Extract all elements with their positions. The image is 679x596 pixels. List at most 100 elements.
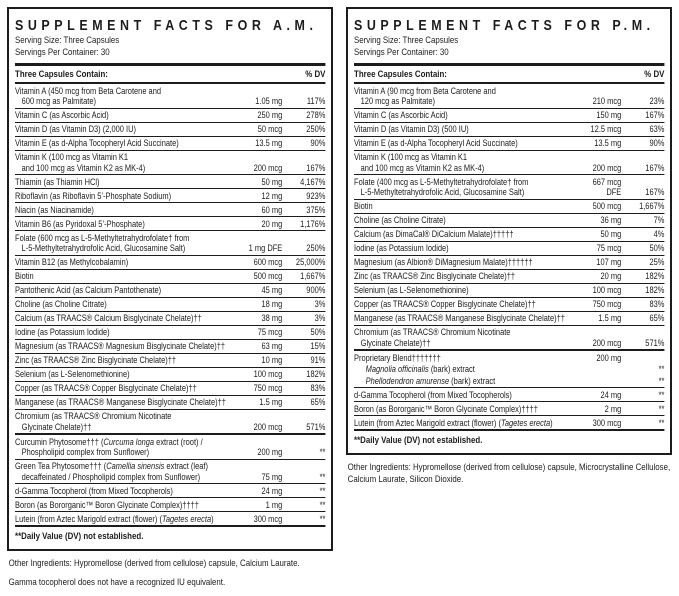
table-row: Boron (as Bororganic™ Boron Glycinate Co… (15, 497, 326, 511)
ingredient-amount: 12.5 mcg (590, 124, 622, 134)
ingredient-name: Pantothenic Acid (as Calcium Pantothenat… (15, 285, 162, 295)
ingredient-amount: 13.5 mg (255, 138, 283, 148)
ingredient-dv: 923% (306, 190, 326, 201)
ingredient-dv: 571% (306, 421, 326, 432)
ingredient-amount: 200 mg (596, 352, 622, 363)
ingredient-name: Boron (as Bororganic™ Boron Glycinate Co… (354, 403, 538, 414)
table-row: Vitamin K (100 mcg as Vitamin K1 and 100 … (354, 149, 665, 175)
table-row: Calcium (as DimaCal® DiCalcium Malate)††… (354, 226, 665, 241)
ingredient-dv: 167% (645, 187, 665, 197)
ingredient-dv: 63% (649, 124, 665, 134)
ingredient-dv: ** (319, 485, 326, 496)
ingredient-amount: 10 mg (261, 355, 283, 365)
ingredient-amount: 1 mg (265, 499, 283, 510)
ingredient-amount: 750 mcg (592, 299, 622, 309)
table-row: Magnolia officinalis (bark) extract ** (354, 364, 665, 376)
ingredient-dv: 1,667% (300, 271, 326, 281)
ingredient-dv: 4% (653, 229, 665, 239)
ingredient-amount: 63 mg (261, 341, 283, 351)
table-row: Vitamin B12 (as Methylcobalamin) 600 mcg 2… (15, 254, 326, 269)
ingredient-dv: ** (319, 471, 326, 482)
ingredient-name: Chromium (as TRAACS® Chromium Nicotinate… (354, 327, 511, 348)
ingredient-name: Manganese (as TRAACS® Manganese Bisglyci… (15, 397, 226, 407)
table-row: Curcumin Phytosome††† (Curcuma longa ext… (15, 433, 326, 459)
ingredient-amount: 750 mcg (253, 383, 283, 393)
ingredient-amount: 100 mcg (253, 369, 283, 379)
ingredient-name: Vitamin E (as d-Alpha Tocopheryl Acid Su… (15, 138, 179, 148)
ingredient-dv: 571% (645, 337, 665, 348)
ingredient-dv: 65% (310, 397, 326, 407)
ingredient-amount: 200 mcg (253, 162, 283, 173)
ingredient-name: Phellodendron amurense (bark) extract (365, 375, 496, 386)
ingredient-amount: 50 mg (261, 176, 283, 187)
am-panel-title: SUPPLEMENT FACTS FOR A.M. (15, 17, 318, 34)
ingredient-dv: 90% (310, 138, 326, 148)
ingredient-dv: 15% (310, 341, 326, 351)
table-row: Copper (as TRAACS® Copper Bisglycinate C… (15, 380, 326, 395)
table-row: d-Gamma Tocopherol (from Mixed Tocophero… (354, 387, 665, 401)
ingredient-amount: 210 mcg (592, 96, 622, 106)
ingredient-name: Zinc (as TRAACS® Zinc Bisglycinate Chela… (354, 271, 516, 281)
ingredient-name: Proprietary Blend††††††† (354, 352, 441, 363)
ingredient-dv: ** (658, 375, 665, 386)
am-table-header: Three Capsules Contain: % DV (15, 63, 326, 84)
ingredient-amount: 38 mg (261, 313, 283, 323)
table-row: Chromium (as TRAACS® Chromium Nicotinate… (15, 408, 326, 434)
table-row: Vitamin C (as Ascorbic Acid) 150 mg 167% (354, 107, 665, 122)
ingredient-amount: 200 mcg (253, 421, 283, 432)
ingredient-dv: 167% (306, 162, 326, 173)
am-servings-per-container: Servings Per Container: 30 (15, 46, 110, 58)
ingredient-dv: 50% (310, 327, 326, 337)
ingredient-dv: ** (319, 499, 326, 510)
ingredient-amount: 75 mg (261, 471, 283, 482)
ingredient-dv: 23% (649, 96, 665, 106)
ingredient-dv: 250% (306, 124, 326, 134)
ingredient-amount: 500 mcg (253, 271, 283, 281)
pm-ingredient-rows: Vitamin A (90 mcg from Beta Carotene and… (354, 84, 665, 429)
table-row: Niacin (as Niacinamide) 60 mg 375% (15, 202, 326, 216)
ingredient-name: Selenium (as L-Selenomethionine) (15, 369, 130, 379)
table-row: Magnesium (as Albion® DiMagnesium Malate… (354, 254, 665, 269)
ingredient-dv: 65% (649, 313, 665, 323)
ingredient-name: Lutein (from Aztec Marigold extract (flo… (354, 417, 553, 428)
ingredient-name: Copper (as TRAACS® Copper Bisglycinate C… (354, 299, 536, 309)
ingredient-name: Boron (as Bororganic™ Boron Glycinate Co… (15, 499, 199, 510)
ingredient-name: Copper (as TRAACS® Copper Bisglycinate C… (15, 383, 197, 393)
ingredient-amount: 50 mcg (257, 124, 283, 134)
ingredient-dv: 182% (306, 369, 326, 379)
ingredient-name: Zinc (as TRAACS® Zinc Bisglycinate Chela… (15, 355, 177, 365)
table-row: Iodine (as Potassium Iodide) 75 mcg 50% (15, 324, 326, 339)
ingredient-amount: 45 mg (261, 285, 283, 295)
ingredient-dv: 91% (310, 355, 326, 365)
ingredient-dv: 1,667% (639, 201, 665, 211)
table-row: Vitamin E (as d-Alpha Tocopheryl Acid Su… (354, 135, 665, 150)
ingredient-amount: 60 mg (261, 204, 283, 215)
ingredient-name: Magnesium (as TRAACS® Magnesium Bisglyci… (15, 341, 226, 351)
ingredient-amount: 500 mcg (592, 201, 622, 211)
ingredient-name: Selenium (as L-Selenomethionine) (354, 285, 469, 295)
table-row: Folate (600 mcg as L-5-Methyltetrahydrof… (15, 230, 326, 255)
ingredient-amount: 667 mcg DFE (592, 176, 622, 198)
ingredient-dv: 3% (314, 313, 326, 323)
ingredient-name: Vitamin C (as Ascorbic Acid) (354, 110, 448, 120)
ingredient-amount: 18 mg (261, 299, 283, 309)
table-row: Vitamin A (450 mcg from Beta Carotene an… (15, 84, 325, 108)
ingredient-dv: 1,176% (300, 218, 326, 229)
table-row: Boron (as Bororganic™ Boron Glycinate Co… (354, 401, 665, 415)
ingredient-dv: 3% (314, 299, 326, 309)
ingredient-amount: 1.5 mg (259, 397, 283, 407)
pm-dv-header: % DV (644, 69, 665, 80)
pm-panel-title: SUPPLEMENT FACTS FOR P.M. (354, 17, 655, 34)
ingredient-name: Green Tea Phytosome††† (Camellia sinensi… (15, 461, 208, 482)
am-contains-label: Three Capsules Contain: (15, 69, 108, 80)
ingredient-amount: 200 mcg (592, 337, 622, 348)
pm-serving-size: Serving Size: Three Capsules (354, 35, 459, 46)
ingredient-dv: ** (658, 364, 665, 374)
ingredient-name: Calcium (as DimaCal® DiCalcium Malate)††… (354, 229, 514, 239)
table-row: d-Gamma Tocopherol (from Mixed Tocophero… (15, 483, 326, 497)
table-row: Selenium (as L-Selenomethionine) 100 mcg 1… (15, 366, 326, 381)
am-dv-note: **Daily Value (DV) not established. (15, 525, 326, 544)
ingredient-name: Choline (as Choline Citrate) (15, 299, 107, 309)
ingredient-name: Vitamin D (as Vitamin D3) (500 IU) (354, 124, 469, 134)
ingredient-dv: 7% (653, 215, 665, 225)
